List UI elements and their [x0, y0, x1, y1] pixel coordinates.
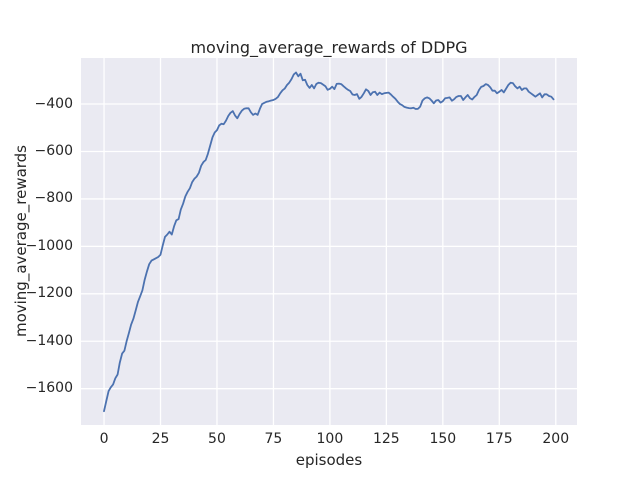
y-tick-label: −1600 — [25, 380, 73, 397]
y-tick-label: −1000 — [25, 237, 73, 254]
x-tick-label: 175 — [485, 431, 513, 447]
y-tick-label: −600 — [34, 142, 73, 159]
x-tick-label: 125 — [372, 431, 400, 447]
y-tick-label: −400 — [34, 95, 73, 112]
y-tick-label: −1200 — [25, 285, 73, 302]
y-tick-label: −800 — [34, 190, 73, 207]
x-tick-label: 200 — [542, 431, 570, 447]
chart-title: moving_average_rewards of DDPG — [190, 38, 468, 57]
x-tick-label: 25 — [151, 431, 170, 447]
x-axis-label: episodes — [295, 451, 363, 469]
x-tick-label: 100 — [316, 431, 344, 447]
x-tick-label: 0 — [99, 431, 109, 447]
y-tick-label: −1400 — [25, 332, 73, 349]
reward-line — [103, 71, 555, 413]
axes-background — [81, 58, 577, 425]
x-tick-label: 150 — [429, 431, 457, 447]
x-tick-label: 50 — [208, 431, 226, 447]
x-tick-label: 75 — [264, 431, 283, 447]
